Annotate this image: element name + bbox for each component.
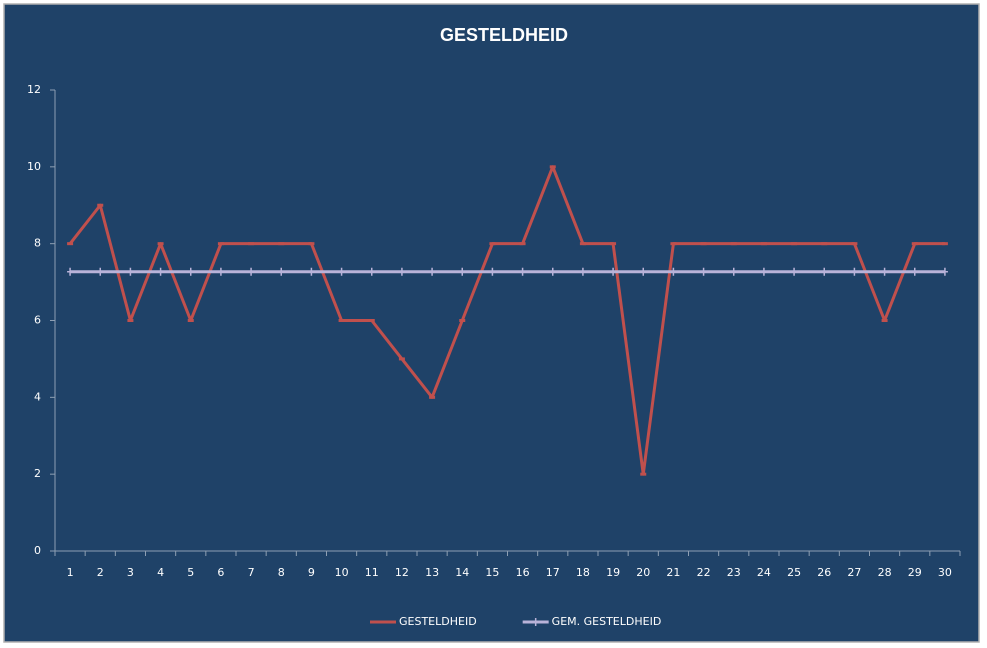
chart-title: GESTELDHEID xyxy=(440,25,568,45)
point-marker xyxy=(670,267,677,276)
x-tick-label: 2 xyxy=(97,566,104,579)
point-marker xyxy=(459,267,466,276)
point-marker xyxy=(851,267,858,276)
point-marker xyxy=(127,267,134,276)
x-tick-label: 24 xyxy=(757,566,771,579)
y-tick-label: 8 xyxy=(34,237,41,250)
point-marker xyxy=(941,267,948,276)
x-tick-label: 17 xyxy=(546,566,560,579)
y-tick-label: 6 xyxy=(34,314,41,327)
x-tick-label: 25 xyxy=(787,566,801,579)
point-marker xyxy=(791,267,798,276)
point-marker xyxy=(821,267,828,276)
point-marker xyxy=(398,267,405,276)
x-tick-label: 19 xyxy=(606,566,620,579)
x-tick-label: 27 xyxy=(847,566,861,579)
x-tick-label: 6 xyxy=(217,566,224,579)
x-tick-label: 3 xyxy=(127,566,134,579)
x-tick-label: 4 xyxy=(157,566,164,579)
point-marker xyxy=(700,267,707,276)
x-tick-label: 10 xyxy=(335,566,349,579)
point-marker xyxy=(730,267,737,276)
point-marker xyxy=(368,267,375,276)
point-marker xyxy=(610,267,617,276)
point-marker xyxy=(157,267,164,276)
point-marker xyxy=(579,267,586,276)
x-tick-label: 12 xyxy=(395,566,409,579)
y-tick-label: 12 xyxy=(27,83,41,96)
legend-label: GESTELDHEID xyxy=(399,615,477,628)
point-marker xyxy=(278,267,285,276)
y-tick-label: 2 xyxy=(34,467,41,480)
y-tick-label: 0 xyxy=(34,544,41,557)
legend-label: GEM. GESTELDHEID xyxy=(552,615,662,628)
y-tick-label: 4 xyxy=(34,390,41,403)
point-marker xyxy=(489,267,496,276)
x-tick-label: 21 xyxy=(666,566,680,579)
series-line xyxy=(68,165,945,476)
x-tick-label: 30 xyxy=(938,566,952,579)
point-marker xyxy=(640,267,647,276)
x-tick-label: 7 xyxy=(248,566,255,579)
x-tick-label: 1 xyxy=(67,566,74,579)
point-marker xyxy=(911,267,918,276)
point-marker xyxy=(338,267,345,276)
point-marker xyxy=(760,267,767,276)
x-tick-label: 5 xyxy=(187,566,194,579)
point-marker xyxy=(187,267,194,276)
x-tick-label: 26 xyxy=(817,566,831,579)
x-tick-label: 23 xyxy=(727,566,741,579)
x-tick-label: 29 xyxy=(908,566,922,579)
point-marker xyxy=(549,267,556,276)
x-tick-label: 22 xyxy=(697,566,711,579)
point-marker xyxy=(881,267,888,276)
x-tick-label: 16 xyxy=(516,566,530,579)
x-tick-label: 13 xyxy=(425,566,439,579)
x-tick-label: 11 xyxy=(365,566,379,579)
point-marker xyxy=(429,267,436,276)
chart-background xyxy=(3,3,980,643)
point-marker xyxy=(519,267,526,276)
y-tick-label: 10 xyxy=(27,160,41,173)
point-marker xyxy=(217,267,224,276)
x-tick-label: 14 xyxy=(455,566,469,579)
x-tick-label: 28 xyxy=(878,566,892,579)
point-marker xyxy=(248,267,255,276)
x-tick-label: 15 xyxy=(485,566,499,579)
point-marker xyxy=(308,267,315,276)
point-marker xyxy=(67,267,74,276)
point-marker xyxy=(97,267,104,276)
x-tick-label: 8 xyxy=(278,566,285,579)
x-tick-label: 18 xyxy=(576,566,590,579)
x-tick-label: 20 xyxy=(636,566,650,579)
x-tick-label: 9 xyxy=(308,566,315,579)
